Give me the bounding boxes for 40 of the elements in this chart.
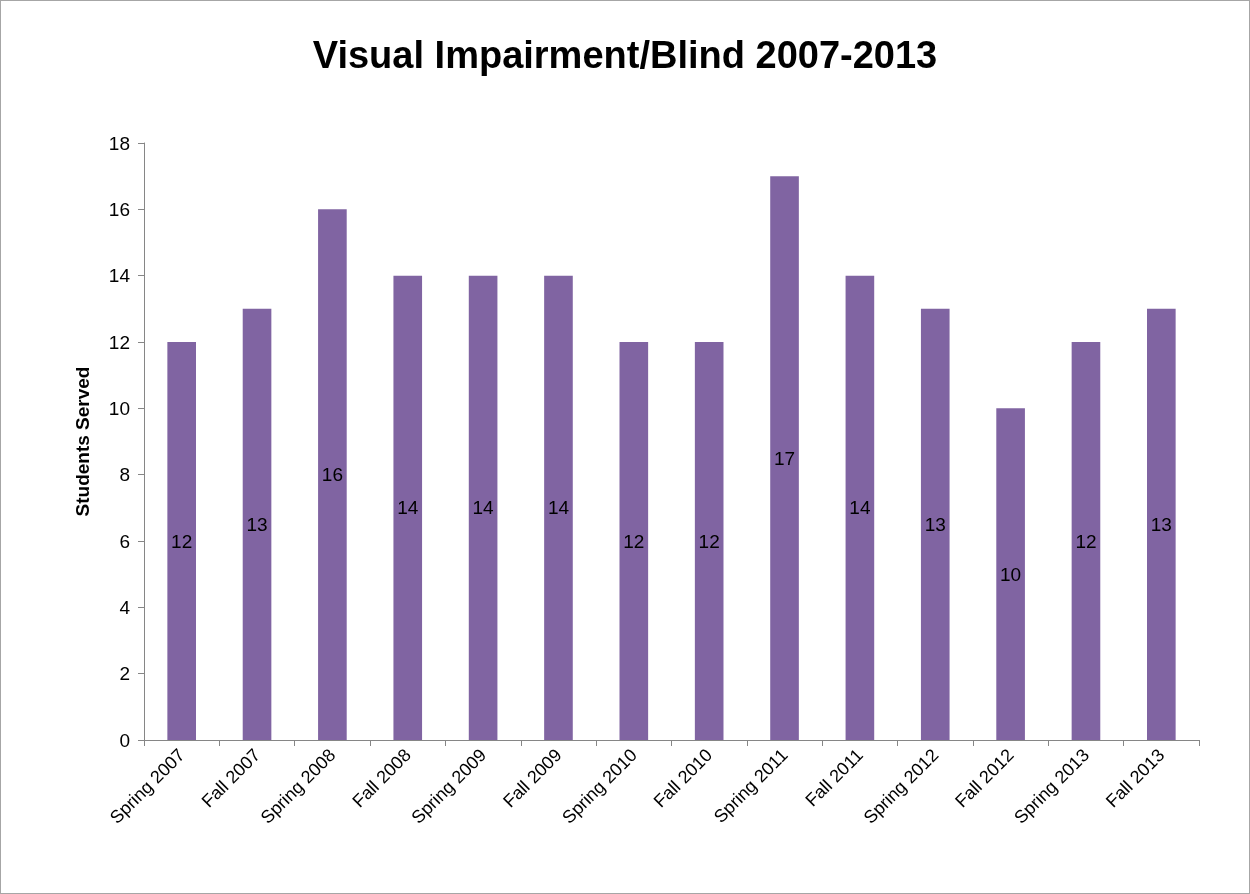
data-label: 16	[321, 464, 343, 486]
bar	[318, 209, 347, 740]
y-tick-label: 0	[119, 729, 130, 751]
data-label: 17	[773, 447, 796, 469]
bar	[920, 308, 950, 740]
data-label: 14	[397, 497, 419, 519]
data-label: 10	[1000, 563, 1022, 585]
bar	[845, 275, 875, 740]
bar	[694, 342, 724, 740]
data-label: 12	[171, 530, 193, 552]
data-label: 13	[246, 513, 268, 535]
bar	[468, 275, 498, 740]
bar	[393, 275, 423, 740]
y-tick-label: 4	[119, 596, 131, 618]
chart-title: Visual Impairment/Blind 2007-2013	[312, 34, 938, 76]
data-label: 13	[1150, 513, 1172, 535]
bar	[619, 342, 649, 740]
y-tick-label: 14	[108, 265, 131, 287]
bar	[996, 408, 1025, 740]
y-tick-label: 16	[108, 198, 130, 220]
y-tick-label: 8	[119, 464, 130, 486]
data-label: 12	[1075, 530, 1097, 552]
y-tick-label: 6	[119, 530, 130, 552]
bar	[1071, 342, 1101, 740]
data-label: 14	[472, 497, 495, 519]
bar	[167, 342, 196, 740]
y-axis-title: Students Served	[72, 366, 93, 517]
y-tick-label: 10	[108, 397, 130, 419]
bar	[544, 275, 573, 740]
y-tick-label: 18	[108, 132, 130, 154]
data-label: 14	[547, 497, 570, 519]
bar	[770, 176, 799, 740]
data-label: 12	[623, 530, 645, 552]
data-label: 12	[698, 530, 720, 552]
data-label: 14	[849, 497, 871, 519]
y-tick-label: 2	[119, 663, 130, 685]
bar	[1147, 308, 1176, 740]
bar	[242, 308, 272, 740]
y-tick-label: 12	[108, 331, 130, 353]
data-label: 13	[924, 513, 946, 535]
